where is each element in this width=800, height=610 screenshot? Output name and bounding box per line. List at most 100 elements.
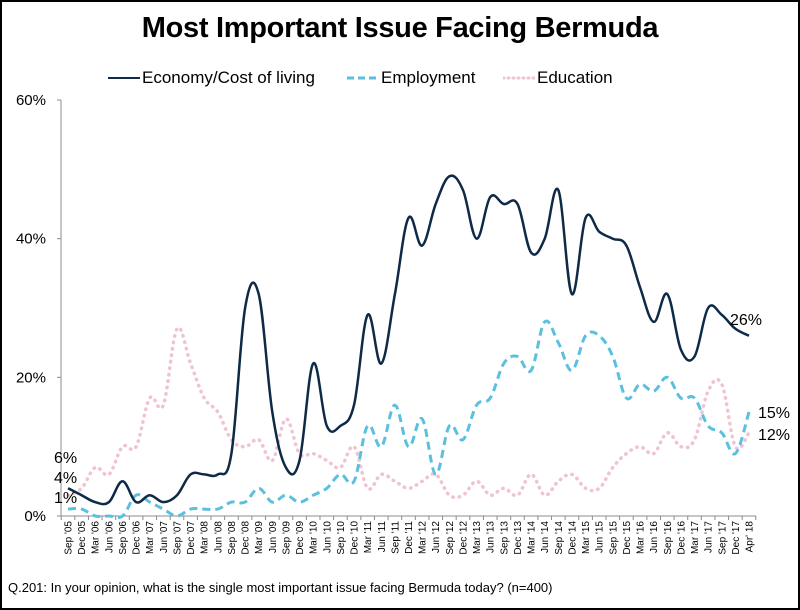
legend-item-education: Education (503, 68, 613, 88)
x-tick-label: Jun '14 (540, 521, 551, 553)
series-point-economy (421, 244, 424, 247)
series-point-economy (407, 216, 410, 219)
series-point-employment (557, 341, 560, 344)
series-point-employment (693, 397, 696, 400)
series-point-employment (434, 473, 437, 476)
series-point-economy (107, 501, 110, 504)
series-point-economy (748, 334, 751, 337)
series-point-employment (448, 424, 451, 427)
series-point-economy (611, 237, 614, 240)
series-point-employment (543, 320, 546, 323)
series-point-education (189, 362, 192, 365)
series-point-economy (339, 424, 342, 427)
x-tick-label: Dec '08 (241, 521, 252, 555)
x-tick-label: Sep '05 (64, 521, 75, 555)
series-point-education (639, 445, 642, 448)
series-point-economy (325, 424, 328, 427)
x-tick-label: Dec '05 (77, 521, 88, 555)
series-point-employment (502, 362, 505, 365)
series-point-employment (189, 508, 192, 511)
series-point-employment (720, 431, 723, 434)
start-label-employment: 1% (54, 490, 77, 507)
x-tick-label: Jun '13 (486, 521, 497, 553)
series-point-education (748, 431, 751, 434)
series-point-employment (570, 369, 573, 372)
series-point-employment (325, 487, 328, 490)
series-point-education (584, 487, 587, 490)
end-label-economy: 26% (730, 312, 762, 329)
series-point-education (448, 494, 451, 497)
series-point-education (407, 487, 410, 490)
x-tick-label: Sep '07 (172, 521, 183, 555)
series-point-employment (407, 445, 410, 448)
series-point-education (625, 452, 628, 455)
series-point-economy (80, 494, 83, 497)
series-point-education (216, 411, 219, 414)
series-point-economy (570, 293, 573, 296)
series-point-education (312, 452, 315, 455)
x-tick-label: Mar '11 (363, 521, 374, 554)
series-point-economy (393, 293, 396, 296)
x-tick-label: Jun '08 (213, 521, 224, 553)
series-point-employment (666, 376, 669, 379)
x-tick-label: Jun '11 (377, 521, 388, 553)
series-point-employment (271, 501, 274, 504)
legend: Economy/Cost of living Employment Educat… (0, 68, 800, 94)
series-point-economy (257, 293, 260, 296)
x-tick-label: Mar '08 (200, 521, 211, 554)
series-point-economy (502, 203, 505, 206)
series-point-economy (298, 459, 301, 462)
x-tick-label: Dec '12 (458, 521, 469, 555)
series-point-employment (162, 508, 165, 511)
series-point-employment (148, 501, 151, 504)
series-point-employment (366, 424, 369, 427)
x-tick-label: Sep '10 (336, 521, 347, 555)
series-point-education (666, 431, 669, 434)
series-point-economy (530, 251, 533, 254)
series-point-economy (380, 362, 383, 365)
series-point-economy (271, 411, 274, 414)
x-tick-label: Mar '16 (636, 521, 647, 554)
series-point-economy (312, 362, 315, 365)
series-point-employment (135, 494, 138, 497)
series-line-economy (67, 174, 750, 506)
series-point-education (421, 480, 424, 483)
x-tick-label: Dec '16 (676, 521, 687, 555)
series-point-employment (175, 515, 178, 518)
series-point-economy (434, 203, 437, 206)
series-point-employment (257, 487, 260, 490)
series-point-education (516, 494, 519, 497)
x-tick-label: Dec '07 (186, 521, 197, 555)
series-point-education (148, 397, 151, 400)
series-point-education (175, 327, 178, 330)
x-tick-label: Sep '15 (608, 521, 619, 555)
x-tick-label: Sep '17 (717, 521, 728, 555)
x-tick-label: Dec '11 (404, 521, 415, 554)
series-point-employment (679, 397, 682, 400)
series-point-education (325, 459, 328, 462)
x-tick-label: Apr' 18 (745, 521, 756, 553)
series-point-education (502, 487, 505, 490)
x-tick-label: Sep '13 (499, 521, 510, 555)
x-tick-label: Jun '17 (704, 521, 715, 553)
legend-swatch-economy (108, 77, 140, 79)
series-point-economy (175, 494, 178, 497)
x-tick-label: Jun '12 (431, 521, 442, 553)
x-tick-label: Jun '16 (649, 521, 660, 553)
series-point-education (353, 445, 356, 448)
start-label-economy: 4% (54, 470, 77, 487)
series-point-economy (720, 313, 723, 316)
end-label-employment: 15% (758, 405, 790, 422)
x-tick-label: Mar '10 (309, 521, 320, 554)
series-point-employment (625, 397, 628, 400)
series-point-employment (516, 355, 519, 358)
series-point-employment (216, 508, 219, 511)
series-point-education (271, 459, 274, 462)
series-point-education (475, 480, 478, 483)
series-point-education (611, 466, 614, 469)
series-point-economy (366, 313, 369, 316)
series-point-employment (393, 404, 396, 407)
series-point-education (393, 480, 396, 483)
series-point-employment (339, 473, 342, 476)
